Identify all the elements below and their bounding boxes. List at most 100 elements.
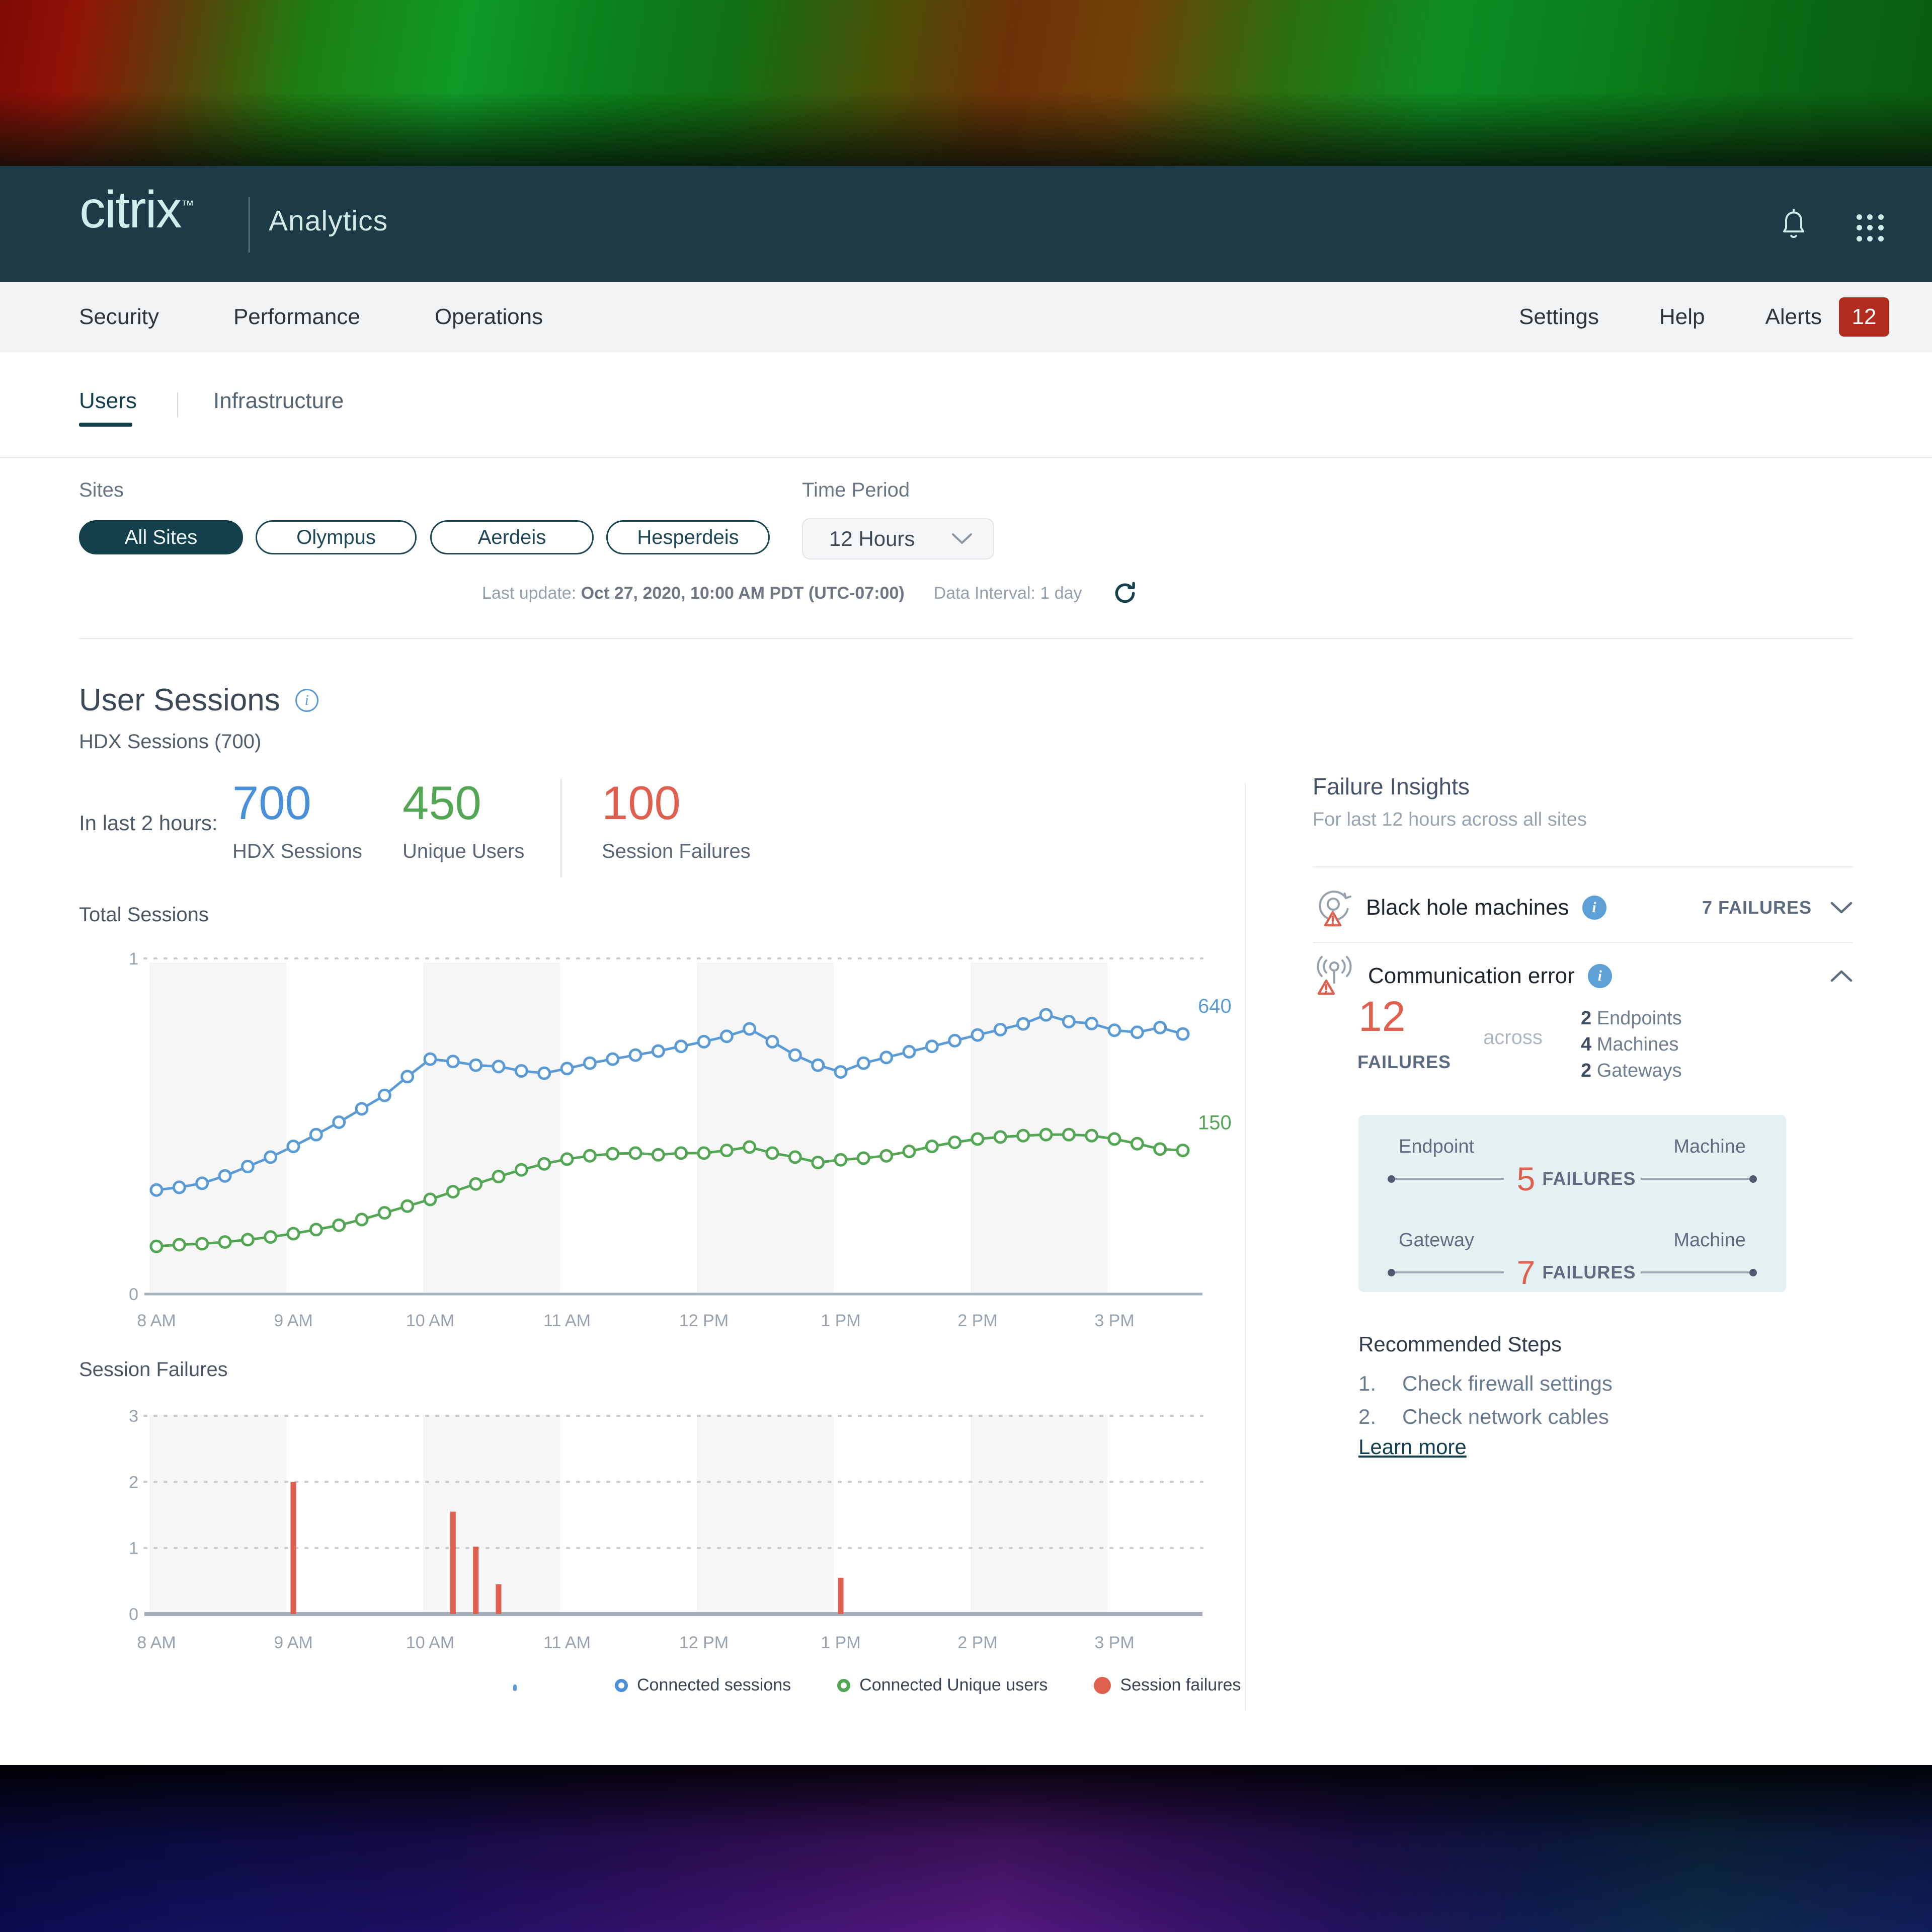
legend-stray-dot	[513, 1684, 517, 1691]
svg-text:1 PM: 1 PM	[821, 1311, 860, 1330]
communication-error-icon	[1317, 956, 1352, 995]
insight-row-black-hole-machines[interactable]: Black hole machines i 7 FAILURES	[1313, 879, 1853, 936]
svg-text:0: 0	[129, 1285, 138, 1304]
citrix-logo: citrix™	[79, 180, 194, 240]
tab-infrastructure[interactable]: Infrastructure	[213, 388, 344, 413]
comm-across: across	[1483, 1026, 1543, 1049]
nav-item-performance[interactable]: Performance	[233, 304, 360, 329]
last-update-text: Last update: Oct 27, 2020, 10:00 AM PDT …	[482, 584, 905, 603]
brand-bar: citrix™ Analytics	[0, 166, 1932, 282]
time-period-dropdown[interactable]: 12 Hours	[802, 518, 994, 559]
site-pill-all-sites[interactable]: All Sites	[79, 520, 243, 554]
insight-divider	[1313, 942, 1853, 943]
nav-item-alerts[interactable]: Alerts 12	[1765, 297, 1889, 337]
breakdown-gateways: 2 Gateways	[1581, 1058, 1682, 1084]
breakdown-label: Endpoints	[1596, 1008, 1682, 1029]
legend-label: Connected Unique users	[859, 1675, 1048, 1695]
path-from-label: Gateway	[1399, 1230, 1474, 1251]
stat-unique-users: 450 Unique Users	[403, 776, 524, 863]
nav-item-help[interactable]: Help	[1659, 304, 1705, 329]
svg-text:11 AM: 11 AM	[543, 1633, 591, 1652]
stat-label: Unique Users	[403, 840, 525, 862]
failure-insights-title: Failure Insights	[1313, 773, 1470, 799]
legend-label: Session failures	[1120, 1675, 1241, 1695]
stat-divider	[560, 779, 561, 877]
path-to-label: Machine	[1673, 1230, 1746, 1251]
site-pill-aerdeis[interactable]: Aerdeis	[430, 520, 594, 554]
svg-text:10 AM: 10 AM	[406, 1633, 454, 1652]
svg-text:1 PM: 1 PM	[821, 1633, 860, 1652]
svg-text:10 AM: 10 AM	[406, 1311, 454, 1330]
last-update-label: Last update:	[482, 583, 577, 603]
info-icon[interactable]: i	[1587, 964, 1612, 988]
wire	[1641, 1178, 1750, 1180]
svg-text:12 PM: 12 PM	[679, 1633, 729, 1652]
time-period-value: 12 Hours	[829, 527, 915, 550]
svg-text:2 PM: 2 PM	[957, 1633, 997, 1652]
tab-users[interactable]: Users	[79, 388, 137, 413]
refresh-icon[interactable]	[1111, 580, 1139, 607]
path-row-line: 5 FAILURES	[1388, 1160, 1757, 1197]
comm-breakdown: 2 Endpoints 4 Machines 2 Gateways	[1581, 1005, 1682, 1084]
product-name: Analytics	[269, 205, 388, 237]
path-row-labels: Endpoint Machine	[1399, 1136, 1746, 1158]
machine-node-dot	[1749, 1175, 1757, 1183]
chart-legend: Connected sessions Connected Unique user…	[615, 1675, 1241, 1695]
legend-session-failures[interactable]: Session failures	[1094, 1675, 1241, 1695]
chevron-up-icon[interactable]	[1830, 969, 1853, 983]
site-pill-olympus[interactable]: Olympus	[256, 520, 417, 554]
legend-connected-unique-users[interactable]: Connected Unique users	[837, 1675, 1048, 1695]
blue-ring-icon	[615, 1678, 628, 1692]
nav-item-settings[interactable]: Settings	[1519, 304, 1599, 329]
stat-session-failures: 100 Session Failures	[602, 776, 751, 863]
breakdown-count: 2	[1581, 1060, 1592, 1081]
path-row-line: 7 FAILURES	[1388, 1254, 1757, 1291]
path-failure-word: FAILURES	[1542, 1168, 1636, 1189]
svg-text:9 AM: 9 AM	[274, 1311, 312, 1330]
legend-connected-sessions[interactable]: Connected sessions	[615, 1675, 791, 1695]
tab-separator	[177, 392, 178, 418]
endpoint-node-dot	[1388, 1175, 1395, 1183]
svg-text:3 PM: 3 PM	[1094, 1311, 1134, 1330]
failure-count: 7 FAILURES	[1702, 897, 1812, 918]
comm-failures-word: FAILURES	[1357, 1052, 1452, 1072]
page-subtitle: HDX Sessions (700)	[79, 731, 262, 753]
breakdown-machines: 4 Machines	[1581, 1031, 1682, 1058]
wire	[1395, 1178, 1504, 1180]
page-title-row: User Sessions i	[79, 682, 318, 718]
last-update-row: Last update: Oct 27, 2020, 10:00 AM PDT …	[482, 580, 1139, 607]
svg-text:3: 3	[129, 1407, 138, 1426]
path-failure-word: FAILURES	[1542, 1262, 1636, 1282]
svg-text:150: 150	[1198, 1112, 1232, 1134]
citrix-logo-text: citrix	[79, 181, 182, 239]
svg-text:2: 2	[129, 1473, 138, 1492]
gateway-node-dot	[1388, 1268, 1395, 1276]
path-from-label: Endpoint	[1399, 1136, 1475, 1157]
comm-failures-count: 12	[1358, 993, 1406, 1040]
svg-text:8 AM: 8 AM	[137, 1311, 176, 1330]
app-switcher-icon[interactable]	[1857, 214, 1884, 242]
tabs-divider	[0, 457, 1932, 458]
chevron-down-icon[interactable]	[1830, 901, 1853, 915]
recommended-step: 1. Check firewall settings	[1358, 1372, 1613, 1396]
info-icon[interactable]: i	[1582, 896, 1606, 920]
session-failures-chart-title: Session Failures	[79, 1358, 228, 1381]
breakdown-endpoints: 2 Endpoints	[1581, 1005, 1682, 1031]
insight-row-communication-error[interactable]: Communication error i	[1313, 948, 1853, 1004]
recommended-step: 2. Check network cables	[1358, 1405, 1609, 1429]
alerts-count-badge: 12	[1839, 297, 1889, 337]
trademark-mark: ™	[181, 197, 194, 213]
site-pill-hesperdeis[interactable]: Hesperdeis	[606, 520, 770, 554]
stat-hdx-sessions: 700 HDX Sessions	[232, 776, 362, 863]
nav-item-security[interactable]: Security	[79, 304, 159, 329]
notification-bell-icon[interactable]	[1779, 207, 1808, 244]
learn-more-link[interactable]: Learn more	[1358, 1435, 1467, 1459]
info-icon[interactable]: i	[295, 688, 318, 712]
desktop-wallpaper-top	[0, 0, 1932, 166]
last-update-value: Oct 27, 2020, 10:00 AM PDT (UTC-07:00)	[581, 583, 905, 603]
nav-item-operations[interactable]: Operations	[434, 304, 543, 329]
session-failures-chart: 1 2 3 0 8 AM 9 AM 10 AM 11 AM 12 PM 1 PM 2 PM 3 PM	[129, 1407, 1203, 1652]
breakdown-label: Machines	[1596, 1034, 1679, 1055]
breakdown-count: 4	[1581, 1034, 1592, 1055]
panel-divider	[1245, 783, 1246, 1711]
